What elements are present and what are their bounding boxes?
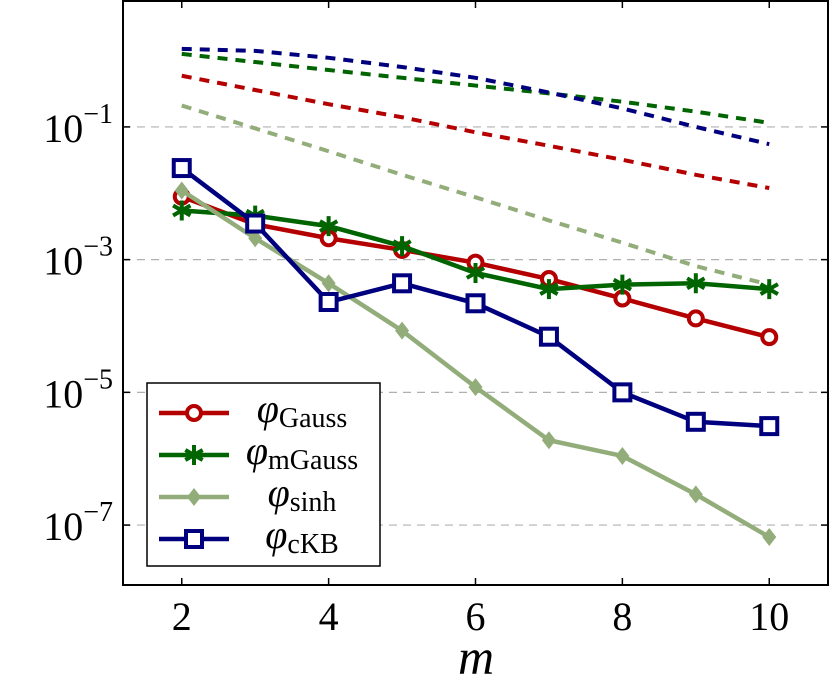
legend-label: φmGauss <box>246 428 358 476</box>
y-tick-label: 10−3 <box>43 232 113 284</box>
dashed-line <box>181 46 770 147</box>
legend-label: φGauss <box>257 386 348 434</box>
legend-marker <box>184 529 204 549</box>
point <box>686 273 706 294</box>
legend-label: φcKB <box>265 512 338 560</box>
point <box>541 431 556 450</box>
x-tick-label: 6 <box>466 594 486 639</box>
point <box>465 293 486 314</box>
legend-marker <box>184 445 204 465</box>
x-tick-label: 2 <box>172 594 192 639</box>
point <box>539 279 559 300</box>
point <box>759 279 779 300</box>
point <box>248 229 263 248</box>
point <box>245 213 266 234</box>
point <box>538 326 559 347</box>
legend-label: φsinh <box>268 470 337 518</box>
point <box>318 291 339 312</box>
point <box>612 382 633 403</box>
point <box>760 328 779 347</box>
point <box>762 528 777 547</box>
point <box>688 485 703 504</box>
y-tick-label: 10−5 <box>43 365 113 417</box>
point <box>759 416 780 437</box>
dashed-line <box>181 103 770 287</box>
legend-marker <box>185 404 203 422</box>
point <box>685 411 706 432</box>
point <box>468 378 483 397</box>
point <box>686 309 705 328</box>
point <box>321 274 336 293</box>
legend-marker <box>187 488 201 506</box>
plot-frame <box>122 0 829 586</box>
dashed-line <box>181 73 770 190</box>
x-tick-label: 10 <box>749 594 789 639</box>
point <box>174 181 189 200</box>
point <box>612 274 633 295</box>
y-tick-label: 10−7 <box>43 497 113 549</box>
x-axis-label: m <box>458 628 494 684</box>
x-tick-label: 8 <box>612 594 632 639</box>
x-tick-label: 4 <box>319 594 339 639</box>
point <box>171 158 192 179</box>
dashed-line <box>181 51 770 125</box>
point <box>615 446 630 465</box>
point <box>465 262 486 283</box>
y-tick-label: 10−1 <box>43 99 113 151</box>
point <box>392 236 412 257</box>
point <box>318 216 339 237</box>
point <box>395 321 410 340</box>
point <box>392 273 413 294</box>
point <box>172 200 192 221</box>
